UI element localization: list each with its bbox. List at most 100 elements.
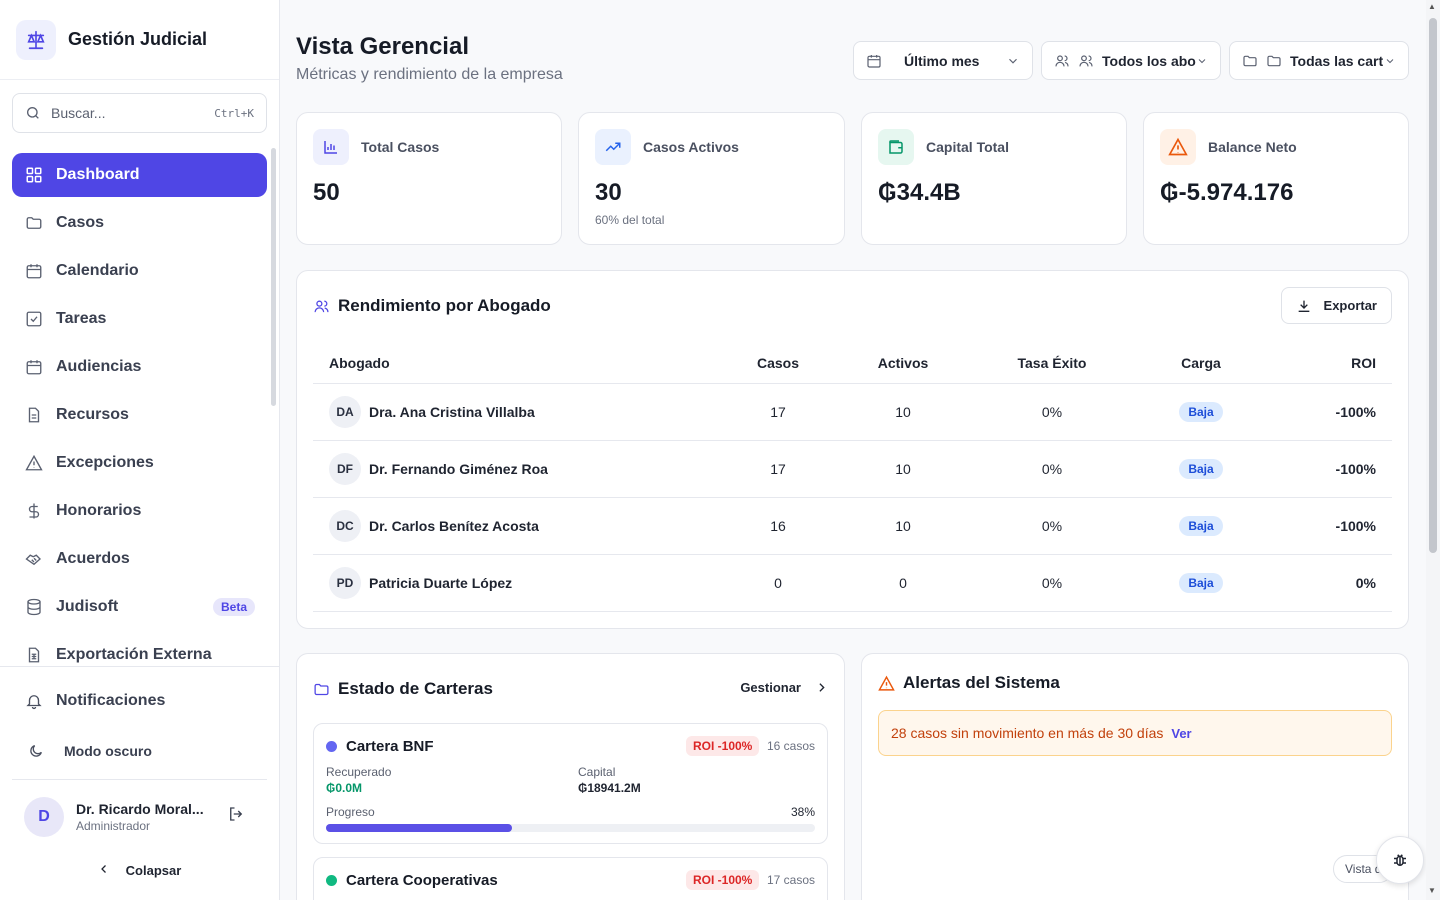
- cases-cell: 17: [693, 440, 863, 498]
- grid-icon: [24, 165, 44, 185]
- manage-button[interactable]: Gestionar: [740, 680, 828, 695]
- collapse-label: Colapsar: [125, 862, 182, 878]
- sidebar-item-tareas[interactable]: Tareas: [12, 297, 267, 341]
- download-icon: [1296, 298, 1312, 314]
- status-dot: [326, 875, 337, 886]
- sidebar-item-judisoft[interactable]: Judisoft Beta: [12, 585, 267, 629]
- column-header[interactable]: Carga: [1161, 343, 1241, 384]
- alert-item: 28 casos sin movimiento en más de 30 día…: [878, 710, 1392, 756]
- scroll-up-arrow[interactable]: ▲: [1428, 2, 1436, 11]
- sidebar-item-label: Recursos: [56, 406, 129, 423]
- capital-label: Capital: [578, 765, 616, 779]
- search-input[interactable]: Buscar...: [51, 105, 106, 121]
- sidebar-item-audiencias[interactable]: Audiencias: [12, 345, 267, 389]
- page-scrollbar-thumb[interactable]: [1429, 18, 1437, 553]
- active-cell: 10: [863, 497, 943, 555]
- status-dot: [326, 741, 337, 752]
- sidebar-item-acuerdos[interactable]: Acuerdos: [12, 537, 267, 581]
- sidebar-item-excepciones[interactable]: Excepciones: [12, 441, 267, 485]
- logout-icon[interactable]: [227, 805, 245, 828]
- load-cell: Baja: [1161, 497, 1241, 555]
- lawyer-name: Patricia Duarte López: [369, 574, 513, 591]
- sidebar-item-label: Exportación Externa: [56, 646, 212, 663]
- export-button[interactable]: Exportar: [1280, 287, 1392, 324]
- stat-card-total-capital: Capital Total ₲34.4B: [861, 112, 1127, 245]
- bug-report-button[interactable]: [1376, 836, 1424, 884]
- capital-value: ₲18941.2M: [578, 781, 641, 795]
- alerts-card: Alertas del Sistema 28 casos sin movimie…: [861, 653, 1409, 900]
- portfolio-value: Todas las cart: [1290, 52, 1384, 69]
- user-profile[interactable]: D Dr. Ricardo Moral... Administrador: [12, 779, 267, 853]
- load-cell: Baja: [1161, 440, 1241, 498]
- sidebar-item-calendario[interactable]: Calendario: [12, 249, 267, 293]
- search-icon: [25, 105, 41, 121]
- table-row[interactable]: PD Patricia Duarte López 0 0 0% Baja 0%: [313, 554, 1392, 612]
- lawyer-name: Dr. Fernando Giménez Roa: [369, 460, 548, 477]
- notifications-label: Notificaciones: [56, 692, 166, 709]
- sidebar-scrollbar[interactable]: [271, 148, 276, 406]
- column-header[interactable]: Casos: [693, 343, 863, 384]
- sidebar-item-casos[interactable]: Casos: [12, 201, 267, 245]
- sidebar-item-label: Honorarios: [56, 502, 142, 519]
- sidebar-item-label: Casos: [56, 214, 105, 231]
- sidebar-bottom: Notificaciones Modo oscuro: [0, 666, 279, 773]
- column-header[interactable]: Activos: [863, 343, 943, 384]
- portfolio-item[interactable]: Cartera BNF ROI -100% 16 casos Recuperad…: [313, 723, 828, 844]
- chevron-right-icon: [815, 681, 828, 694]
- search-box[interactable]: Buscar... Ctrl+K: [12, 93, 267, 133]
- column-header[interactable]: ROI: [1241, 343, 1392, 384]
- manage-label: Gestionar: [740, 680, 801, 695]
- avatar: DA: [329, 395, 361, 428]
- users-icon: [1078, 53, 1094, 69]
- performance-title: Rendimiento por Abogado: [338, 296, 551, 315]
- brand[interactable]: Gestión Judicial: [0, 0, 279, 80]
- lawyer-select[interactable]: Todos los abo: [1041, 41, 1221, 80]
- database-icon: [24, 597, 44, 617]
- portfolio-item[interactable]: Cartera Cooperativas ROI -100% 17 casos: [313, 857, 828, 900]
- sidebar-item-exportacion-externa[interactable]: Exportación Externa: [12, 633, 267, 677]
- active-cell: 10: [863, 383, 943, 441]
- cases-cell: 0: [693, 554, 863, 612]
- sidebar-item-label: Judisoft: [56, 598, 119, 615]
- period-select[interactable]: Último mes: [853, 41, 1033, 80]
- scroll-down-arrow[interactable]: ▼: [1428, 886, 1436, 895]
- active-cell: 10: [863, 440, 943, 498]
- stat-value: 30: [595, 179, 622, 206]
- table-row[interactable]: DF Dr. Fernando Giménez Roa 17 10 0% Baja…: [313, 440, 1392, 498]
- success-cell: 0%: [943, 554, 1161, 612]
- performance-table: Abogado Casos Activos Tasa Éxito Carga R…: [313, 343, 1392, 612]
- notifications-item[interactable]: Notificaciones: [0, 679, 279, 723]
- roi-badge: ROI -100%: [686, 870, 760, 890]
- sidebar-item-recursos[interactable]: Recursos: [12, 393, 267, 437]
- collapse-button[interactable]: Colapsar: [0, 855, 279, 885]
- roi-cell: 0%: [1241, 554, 1392, 612]
- progress-label: Progreso: [326, 805, 375, 819]
- warning-icon: [878, 675, 895, 692]
- stat-value: 50: [313, 179, 340, 206]
- sidebar-item-label: Excepciones: [56, 454, 154, 471]
- lawyer-cell: DA Dra. Ana Cristina Villalba: [313, 383, 693, 441]
- column-header[interactable]: Abogado: [313, 343, 693, 384]
- dark-mode-toggle[interactable]: Modo oscuro: [0, 729, 279, 773]
- folder-icon: [1242, 53, 1258, 69]
- warning-icon: [1160, 129, 1196, 165]
- lawyer-value: Todos los abo: [1102, 52, 1196, 69]
- portfolio-select[interactable]: Todas las cart: [1229, 41, 1409, 80]
- sidebar-item-honorarios[interactable]: Honorarios: [12, 489, 267, 533]
- sidebar-nav: Dashboard Casos Calendario Tareas Audien…: [12, 153, 267, 681]
- sidebar-item-dashboard[interactable]: Dashboard: [12, 153, 267, 197]
- lawyer-cell: PD Patricia Duarte López: [313, 554, 693, 612]
- table-row[interactable]: DA Dra. Ana Cristina Villalba 17 10 0% Ba…: [313, 383, 1392, 441]
- calendar-icon: [24, 261, 44, 281]
- load-badge: Baja: [1179, 401, 1223, 422]
- period-value: Último mes: [904, 52, 980, 69]
- folder-icon: [313, 681, 330, 698]
- cases-cell: 16: [693, 497, 863, 555]
- page-scrollbar[interactable]: ▲ ▼: [1426, 0, 1440, 900]
- table-row[interactable]: DC Dr. Carlos Benítez Acosta 16 10 0% Baj…: [313, 497, 1392, 555]
- sidebar-item-label: Calendario: [56, 262, 139, 279]
- column-header[interactable]: Tasa Éxito: [943, 343, 1161, 384]
- handshake-icon: [24, 549, 44, 569]
- success-cell: 0%: [943, 440, 1161, 498]
- alert-view-link[interactable]: Ver: [1171, 725, 1192, 741]
